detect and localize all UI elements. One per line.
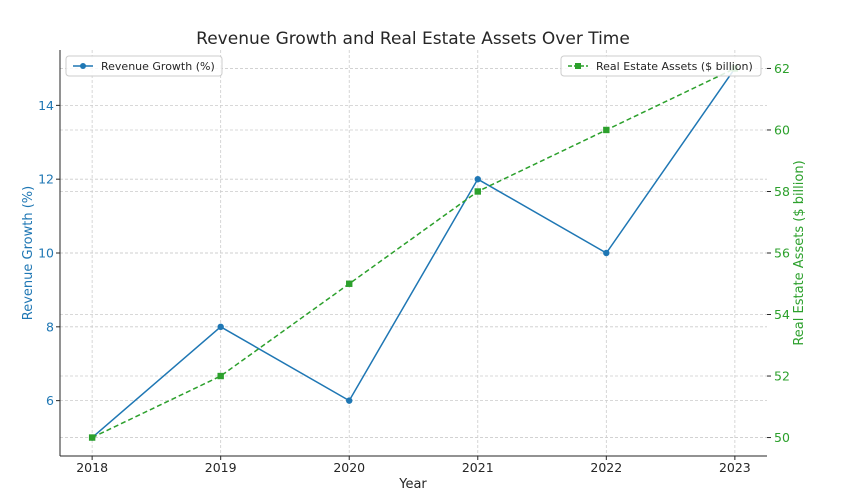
legend-box-real-estate-assets [560, 55, 762, 77]
right-tick-label: 54 [774, 307, 790, 322]
right-tick-label: 50 [774, 430, 790, 445]
x-tick-label: 2019 [205, 460, 237, 475]
left-axis-label: Revenue Growth (%) [21, 186, 36, 320]
tick-labels: 2018 2019 2020 2021 2022 2023 6 8 10 12 14 50 52 54 56… [38, 61, 790, 475]
legend-box-revenue-growth [65, 55, 223, 77]
x-tick-label: 2020 [333, 460, 365, 475]
data-point-real-estate-assets [603, 126, 610, 134]
data-point-real-estate-assets [474, 188, 481, 195]
legend-label-revenue-growth: Revenue Growth (%) [101, 60, 215, 73]
axes [56, 50, 771, 460]
right-tick-label: 62 [774, 61, 790, 76]
series-line-real-estate-assets [91, 67, 736, 439]
data-point-real-estate-assets [346, 280, 353, 287]
left-tick-label: 8 [46, 319, 54, 334]
x-tick-label: 2023 [719, 460, 751, 475]
data-point-real-estate-assets [217, 372, 224, 380]
data-point-revenue-growth [346, 397, 353, 404]
legend-marker-revenue-growth [80, 63, 86, 69]
left-tick-label: 12 [38, 172, 54, 187]
legend-real-estate-assets: Real Estate Assets ($ billion) [560, 55, 762, 77]
x-axis-label: Year [398, 477, 427, 492]
right-axis-label: Real Estate Assets ($ billion) [792, 160, 807, 345]
legend-revenue-growth: Revenue Growth (%) [65, 55, 223, 77]
legend-marker-real-estate-assets [575, 63, 581, 69]
right-tick-label: 56 [774, 246, 790, 261]
right-tick-label: 60 [774, 122, 790, 137]
right-tick-label: 52 [774, 369, 790, 384]
left-tick-label: 10 [38, 246, 54, 261]
left-tick-label: 14 [38, 98, 54, 113]
x-tick-label: 2021 [462, 460, 494, 475]
data-point-revenue-growth [217, 323, 224, 331]
chart-title: Revenue Growth and Real Estate Assets Ov… [196, 29, 630, 49]
data-point-revenue-growth [603, 249, 610, 257]
data-point-real-estate-assets [88, 434, 96, 441]
x-tick-label: 2022 [590, 460, 622, 475]
series-line-revenue-growth [91, 68, 736, 439]
x-tick-label: 2018 [76, 460, 108, 475]
left-tick-label: 6 [46, 393, 54, 408]
right-tick-label: 58 [774, 184, 790, 199]
data-point-revenue-growth [474, 175, 481, 183]
legend-label-real-estate-assets: Real Estate Assets ($ billion) [596, 60, 753, 73]
